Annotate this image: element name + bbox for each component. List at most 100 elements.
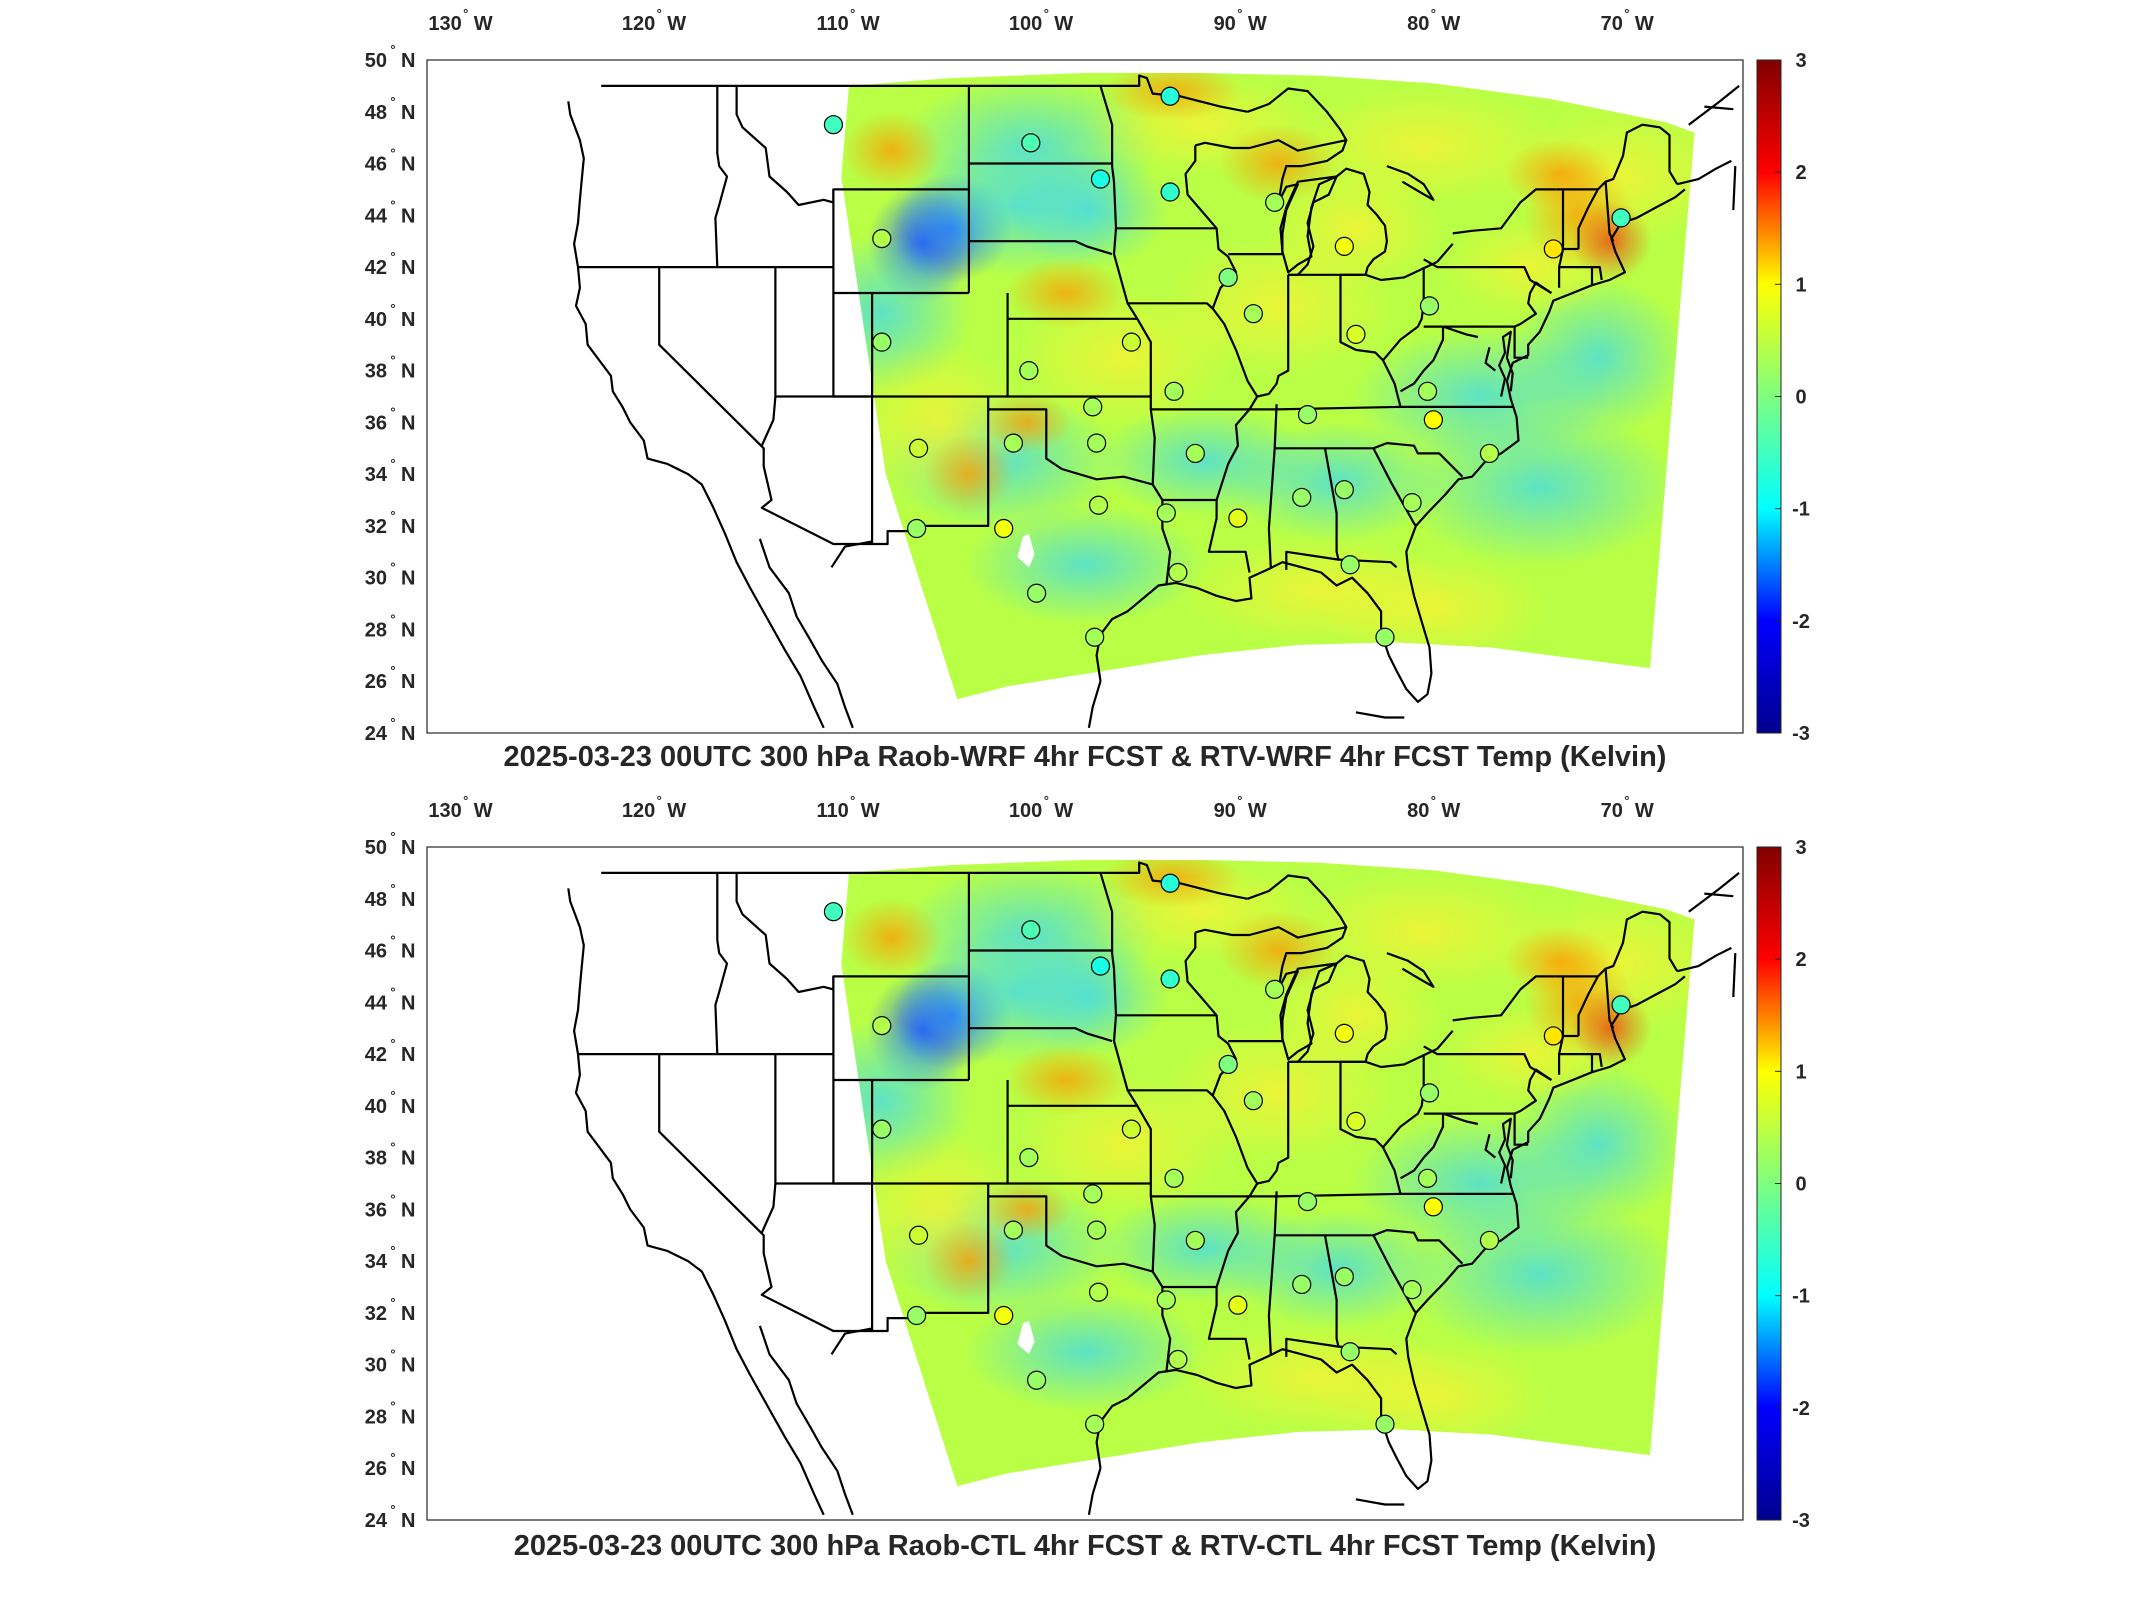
state-boundary [1577, 188, 1599, 249]
x-tick-label: 120 ° W [622, 793, 686, 822]
y-tick-label: 28° N [365, 1398, 416, 1428]
y-tick-value: 50 [365, 50, 387, 72]
coastline [1355, 1498, 1405, 1506]
state-boundary [1559, 266, 1603, 281]
degree-symbol: ° [1431, 6, 1436, 21]
y-tick-hemisphere: N [401, 1044, 415, 1066]
state-boundary [1184, 145, 1259, 573]
field-anomaly [1265, 168, 1446, 289]
raob-station-marker [1160, 969, 1180, 989]
y-tick-hemisphere: N [401, 992, 415, 1014]
degree-symbol: ° [390, 456, 395, 471]
raob-station-marker [1375, 627, 1395, 647]
coastline [758, 1325, 854, 1516]
x-tick-label: 100 ° W [1009, 793, 1073, 822]
raob-station-marker [1021, 133, 1041, 153]
state-boundary [1498, 330, 1514, 397]
degree-symbol: ° [390, 1036, 395, 1051]
raob-station-marker [1185, 443, 1205, 464]
degree-symbol: ° [1237, 793, 1242, 808]
raob-station-marker [1297, 1192, 1318, 1212]
raob-station-marker [1611, 208, 1631, 228]
x-tick-value: 90 [1214, 13, 1236, 35]
chart-title: 2025-03-23 00UTC 300 hPa Raob-CTL 4hr FC… [514, 1530, 1657, 1562]
raob-station-marker [1346, 1111, 1366, 1131]
y-tick-value: 38 [365, 1148, 387, 1170]
raob-station-marker [1160, 873, 1180, 893]
degree-symbol: ° [390, 404, 395, 419]
y-tick-value: 32 [365, 516, 387, 538]
colorbar-tick-label: 2 [1795, 162, 1806, 184]
state-boundary [1423, 281, 1553, 328]
y-tick-hemisphere: N [401, 1096, 415, 1118]
y-tick-label: 34° N [365, 1243, 416, 1273]
y-tick-label: 32° N [365, 1295, 416, 1325]
state-boundary [1127, 1089, 1214, 1097]
state-boundary [658, 267, 921, 546]
state-boundary [1704, 892, 1734, 898]
y-tick-value: 42 [365, 257, 387, 279]
y-tick-label: 40° N [365, 1088, 416, 1118]
field-anomaly [965, 1291, 1205, 1412]
degree-symbol: ° [463, 6, 468, 21]
state-boundary [988, 408, 1153, 486]
state-boundary [1247, 874, 1348, 928]
raob-station-marker [1334, 1267, 1354, 1287]
raob-station-marker [1156, 503, 1176, 523]
y-tick-hemisphere: N [401, 1251, 415, 1273]
raob-station-marker [908, 1225, 929, 1245]
y-tick-value: 36 [365, 412, 387, 434]
raob-station-marker [1479, 443, 1500, 464]
map-outlines [567, 861, 1740, 1516]
state-boundary [1372, 447, 1417, 527]
raob-station-marker [994, 518, 1014, 539]
state-boundary [1436, 243, 1454, 263]
raob-station-marker [994, 1305, 1014, 1326]
missing-data-patch [1017, 533, 1035, 568]
field-anomaly [1399, 407, 1680, 568]
y-tick-value: 34 [365, 464, 388, 486]
state-boundary [1184, 932, 1259, 1360]
x-tick-value: 100 [1009, 13, 1042, 35]
raob-station-marker [1265, 192, 1285, 212]
raob-station-marker [1611, 995, 1631, 1015]
coastline [1087, 680, 1102, 728]
y-tick-value: 26 [365, 671, 387, 693]
x-tick-hemisphere: W [861, 800, 880, 822]
degree-symbol: ° [390, 301, 395, 316]
y-tick-label: 32° N [365, 508, 416, 538]
y-tick-hemisphere: N [401, 1458, 415, 1480]
degree-symbol: ° [1624, 6, 1629, 21]
degree-symbol: ° [390, 1243, 395, 1258]
raob-station-marker [1164, 1168, 1184, 1188]
y-tick-hemisphere: N [401, 205, 415, 227]
raob-station-marker [1003, 433, 1023, 453]
x-tick-hemisphere: W [1054, 13, 1073, 35]
raob-station-marker [1419, 296, 1440, 316]
y-tick-label: 34° N [365, 456, 416, 486]
degree-symbol: ° [390, 933, 395, 948]
raob-station-marker [1168, 562, 1188, 583]
lake-shore [1279, 175, 1338, 274]
x-tick-hemisphere: W [667, 13, 686, 35]
y-tick-hemisphere: N [401, 1303, 415, 1325]
coastline [1087, 1467, 1102, 1515]
y-tick-value: 30 [365, 1355, 387, 1377]
raob-station-marker [1402, 493, 1422, 513]
raob-station-marker [908, 438, 929, 458]
state-boundary [1484, 347, 1496, 372]
state-boundary [1112, 1040, 1172, 1373]
x-tick-hemisphere: W [1054, 800, 1073, 822]
x-tick-label: 130 ° W [428, 793, 492, 822]
state-boundary [1513, 1113, 1529, 1146]
y-tick-label: 46° N [365, 933, 416, 963]
colorbar-tick-label: 2 [1795, 949, 1806, 971]
state-boundary [1256, 274, 1290, 398]
y-tick-label: 44° N [365, 984, 416, 1014]
x-tick-value: 130 [428, 800, 461, 822]
raob-station-marker [1083, 1184, 1103, 1204]
degree-symbol: ° [850, 6, 855, 21]
coastline [758, 538, 854, 729]
x-tick-hemisphere: W [1635, 800, 1654, 822]
state-boundary [1484, 1134, 1496, 1159]
